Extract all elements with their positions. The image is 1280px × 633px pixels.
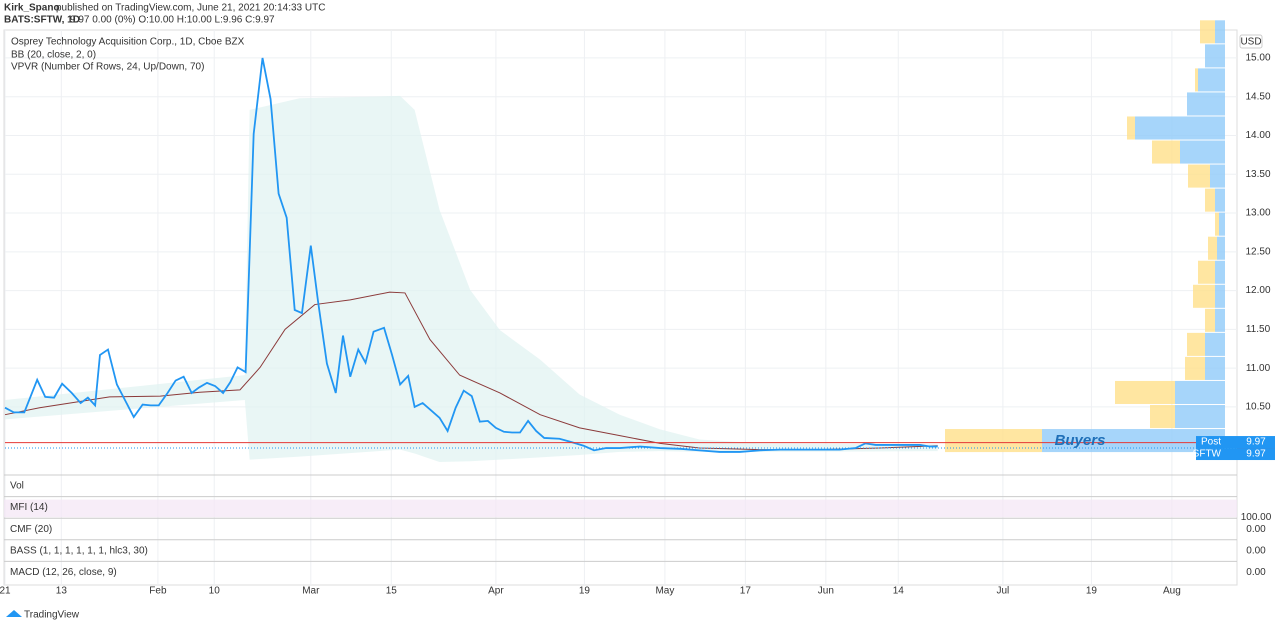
vp-up bbox=[1180, 140, 1225, 164]
x-tick-label: 13 bbox=[56, 586, 68, 597]
vp-down bbox=[1195, 68, 1198, 92]
vp-up bbox=[1215, 20, 1225, 44]
vp-down bbox=[1205, 308, 1215, 332]
pane-tick: 0.00 bbox=[1246, 567, 1266, 578]
y-tick-label: 15.00 bbox=[1245, 53, 1270, 64]
vp-down bbox=[1215, 212, 1219, 236]
badge bbox=[1196, 436, 1275, 449]
vp-up bbox=[1215, 308, 1225, 332]
x-tick-label: 15 bbox=[386, 586, 398, 597]
vp-down bbox=[1187, 332, 1205, 356]
pane-tick: 100.00 bbox=[1241, 512, 1272, 523]
x-tick-label: Feb bbox=[149, 586, 167, 597]
vp-down bbox=[1115, 380, 1175, 404]
published: published on TradingView.com, June 21, 2… bbox=[56, 3, 325, 14]
y-tick-label: 14.50 bbox=[1245, 91, 1270, 102]
pane-tick: 0.00 bbox=[1246, 545, 1266, 556]
vp-up bbox=[1215, 188, 1225, 212]
logo bbox=[6, 610, 22, 617]
vp-down bbox=[1200, 20, 1215, 44]
vp-up bbox=[1205, 356, 1225, 380]
x-tick-label: Mar bbox=[302, 586, 320, 597]
vp-down bbox=[945, 429, 1042, 453]
pane-label: MFI (14) bbox=[10, 502, 48, 513]
pane-tick: 0.00 bbox=[1246, 524, 1266, 535]
currency: USD bbox=[1240, 37, 1261, 48]
x-tick-label: 19 bbox=[579, 586, 591, 597]
symbol: BATS:SFTW, 1D bbox=[4, 15, 80, 26]
mfi-band bbox=[4, 499, 1237, 518]
pane-label: MACD (12, 26, close, 9) bbox=[10, 567, 117, 578]
ohlc: 9.97 0.00 (0%) O:10.00 H:10.00 L:9.96 C:… bbox=[70, 15, 275, 26]
x-tick-label: 21 bbox=[0, 586, 11, 597]
x-tick-label: May bbox=[655, 586, 674, 597]
y-tick-label: 11.50 bbox=[1246, 324, 1271, 335]
vp-down bbox=[1193, 284, 1215, 308]
pane-label: CMF (20) bbox=[10, 524, 52, 535]
vp-up bbox=[1215, 260, 1225, 284]
series-line bbox=[4, 57, 938, 453]
vp-up bbox=[1215, 284, 1225, 308]
x-tick-label: 14 bbox=[893, 586, 905, 597]
vp-up bbox=[1198, 68, 1225, 92]
vp-up bbox=[1210, 164, 1225, 188]
badge-name: SFTW bbox=[1193, 449, 1222, 460]
badge-name: Post bbox=[1201, 437, 1221, 448]
vp-up bbox=[1205, 44, 1225, 68]
vp-up bbox=[1187, 92, 1225, 116]
badge bbox=[1196, 448, 1275, 461]
vp-down bbox=[1150, 404, 1175, 429]
chart-title: Osprey Technology Acquisition Corp., 1D,… bbox=[11, 37, 245, 48]
y-tick-label: 13.50 bbox=[1245, 169, 1270, 180]
vp-down bbox=[1188, 164, 1210, 188]
vp-up bbox=[1175, 380, 1225, 404]
y-tick-label: 11.00 bbox=[1246, 363, 1271, 374]
vp-up bbox=[1135, 116, 1225, 140]
pane-label: Vol bbox=[10, 481, 24, 492]
legend-item: BB (20, close, 2, 0) bbox=[11, 50, 96, 61]
y-tick-label: 12.00 bbox=[1245, 285, 1270, 296]
vp-down bbox=[1152, 140, 1180, 164]
currency-box bbox=[1239, 34, 1263, 49]
footer: TradingView bbox=[24, 610, 80, 621]
x-tick-label: 19 bbox=[1086, 586, 1098, 597]
vp-up bbox=[1042, 429, 1225, 453]
x-tick-label: Apr bbox=[488, 586, 504, 597]
y-tick-label: 13.00 bbox=[1245, 208, 1270, 219]
bollinger-band bbox=[5, 95, 938, 463]
vp-down bbox=[1208, 236, 1217, 260]
annotation: Buyers bbox=[1055, 432, 1106, 449]
pane-label: BASS (1, 1, 1, 1, 1, 1, hlc3, 30) bbox=[10, 545, 148, 556]
y-tick-label: 10.50 bbox=[1245, 402, 1270, 413]
x-tick-label: 17 bbox=[740, 586, 752, 597]
x-tick-label: Aug bbox=[1163, 586, 1181, 597]
vp-up bbox=[1205, 332, 1225, 356]
vp-down bbox=[1205, 188, 1215, 212]
y-tick-label: 14.00 bbox=[1245, 130, 1270, 141]
y-tick-label: 12.50 bbox=[1245, 246, 1270, 257]
x-tick-label: Jun bbox=[818, 586, 834, 597]
legend-item: VPVR (Number Of Rows, 24, Up/Down, 70) bbox=[11, 62, 204, 73]
vp-down bbox=[1127, 116, 1135, 140]
vp-up bbox=[1219, 212, 1225, 236]
x-tick-label: 10 bbox=[209, 586, 221, 597]
vp-up bbox=[1217, 236, 1225, 260]
badge-value: 9.97 bbox=[1246, 437, 1266, 448]
vp-up bbox=[1175, 404, 1225, 429]
badge-value: 9.97 bbox=[1246, 449, 1266, 460]
vp-down bbox=[1185, 356, 1205, 380]
x-tick-label: Jul bbox=[996, 586, 1009, 597]
vp-down bbox=[1198, 260, 1215, 284]
author: Kirk_Spano bbox=[4, 3, 60, 14]
